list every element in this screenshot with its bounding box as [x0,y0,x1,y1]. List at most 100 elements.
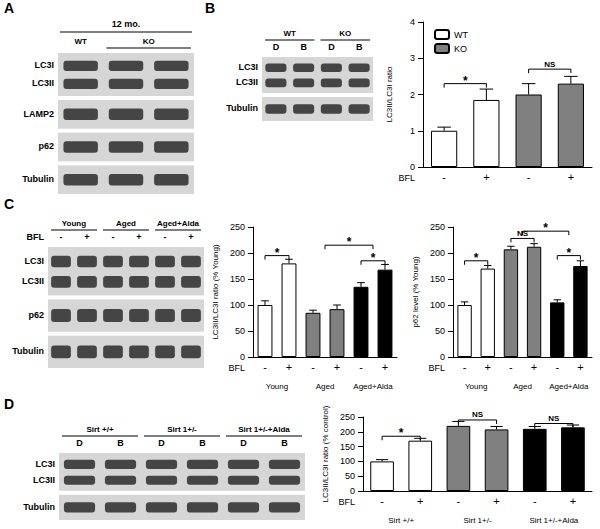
svg-text:250: 250 [340,412,355,422]
svg-text:50: 50 [235,326,245,336]
svg-text:0: 0 [240,352,245,362]
svg-text:NS: NS [472,410,484,419]
svg-text:Tubulin: Tubulin [226,103,258,113]
svg-text:BFL: BFL [228,363,245,373]
svg-text:*: * [347,235,352,249]
svg-text:2: 2 [410,90,415,100]
svg-text:p62 level (% Young): p62 level (% Young) [411,256,420,328]
svg-text:LC3II/LC3I ratio (% control): LC3II/LC3I ratio (% control) [321,405,330,502]
svg-text:B: B [199,438,206,448]
svg-text:*: * [371,251,376,265]
svg-text:Tubulin: Tubulin [22,174,54,184]
svg-text:NS: NS [544,60,556,69]
svg-text:KO: KO [339,29,351,38]
svg-text:LC3II/LC3I ratio: LC3II/LC3I ratio [385,66,394,123]
svg-text:p62: p62 [28,310,44,320]
svg-text:BFL: BFL [27,232,45,242]
svg-text:-: - [457,495,461,507]
svg-text:KO: KO [454,44,467,54]
svg-text:+: + [286,361,292,373]
svg-text:Young: Young [465,382,487,391]
svg-text:+: + [493,495,499,507]
svg-text:KO: KO [143,37,155,46]
svg-text:Aged: Aged [316,382,335,391]
svg-text:Sirt 1+/-: Sirt 1+/- [463,516,492,525]
svg-text:Sirt 1+/-: Sirt 1+/- [167,425,197,434]
svg-text:150: 150 [430,274,445,284]
svg-text:*: * [543,221,548,235]
svg-text:-: - [442,171,446,183]
svg-text:*: * [399,426,404,440]
svg-text:LC3II: LC3II [32,78,54,88]
svg-text:250: 250 [430,222,445,232]
svg-text:200: 200 [430,248,445,258]
svg-text:B: B [117,438,124,448]
svg-text:LC3I: LC3I [238,62,258,72]
svg-text:D: D [158,438,165,448]
svg-text:*: * [463,74,468,88]
svg-text:Aged+Alda: Aged+Alda [549,382,589,391]
svg-text:+: + [577,361,583,373]
svg-text:+: + [382,361,388,373]
svg-text:+: + [570,495,576,507]
svg-text:Sirt +/+: Sirt +/+ [388,516,414,525]
svg-text:Aged: Aged [116,219,136,228]
svg-text:LC3I: LC3I [24,256,44,266]
svg-text:D: D [76,438,83,448]
svg-text:0: 0 [410,162,415,172]
svg-text:3: 3 [410,53,415,63]
svg-text:+: + [417,495,423,507]
svg-text:LAMP2: LAMP2 [23,109,54,119]
svg-text:-: - [509,361,513,373]
svg-text:BFL: BFL [428,363,445,373]
svg-text:-: - [112,232,115,242]
svg-text:+: + [485,361,491,373]
svg-text:150: 150 [230,274,245,284]
svg-text:150: 150 [340,442,355,452]
svg-text:LC3II: LC3II [236,77,258,87]
svg-text:D: D [328,42,335,52]
svg-text:-: - [380,495,384,507]
svg-text:100: 100 [340,456,355,466]
svg-text:250: 250 [230,222,245,232]
svg-text:Aged: Aged [513,382,532,391]
svg-text:+: + [136,232,141,242]
svg-text:WT: WT [454,30,468,40]
svg-text:+: + [84,232,89,242]
svg-text:100: 100 [230,300,245,310]
svg-text:NS: NS [548,414,560,423]
svg-text:WT: WT [284,29,297,38]
svg-text:100: 100 [430,300,445,310]
svg-text:-: - [263,361,267,373]
svg-text:LC3II: LC3II [22,276,44,286]
svg-text:LC3I: LC3I [35,459,55,469]
svg-text:Tubulin: Tubulin [23,502,55,512]
svg-text:-: - [60,232,63,242]
svg-text:-: - [164,232,167,242]
svg-text:Young: Young [266,382,288,391]
svg-text:0: 0 [350,486,355,496]
svg-text:Sirt +/+: Sirt +/+ [86,425,113,434]
svg-text:+: + [483,171,489,183]
svg-text:LC3II/LC3I ratio (% Young): LC3II/LC3I ratio (% Young) [211,244,220,340]
svg-text:Sirt 1+/-+Alda: Sirt 1+/-+Alda [529,516,578,525]
svg-text:BFL: BFL [338,497,355,507]
svg-text:*: * [474,251,479,265]
svg-text:50: 50 [345,471,355,481]
svg-text:+: + [568,171,574,183]
svg-text:B: B [281,438,288,448]
svg-text:LC3II: LC3II [33,475,55,485]
svg-text:1: 1 [410,126,415,136]
svg-text:-: - [527,171,531,183]
svg-text:Sirt 1+/-+Alda: Sirt 1+/-+Alda [238,425,290,434]
svg-text:-: - [463,361,467,373]
svg-text:200: 200 [230,248,245,258]
svg-text:Aged+Alda: Aged+Alda [157,219,200,228]
svg-text:-: - [555,361,559,373]
svg-text:-: - [533,495,537,507]
svg-text:4: 4 [410,17,415,27]
svg-text:D: D [240,438,247,448]
svg-text:Tubulin: Tubulin [12,346,44,356]
svg-text:B: B [300,42,307,52]
svg-text:+: + [188,232,193,242]
